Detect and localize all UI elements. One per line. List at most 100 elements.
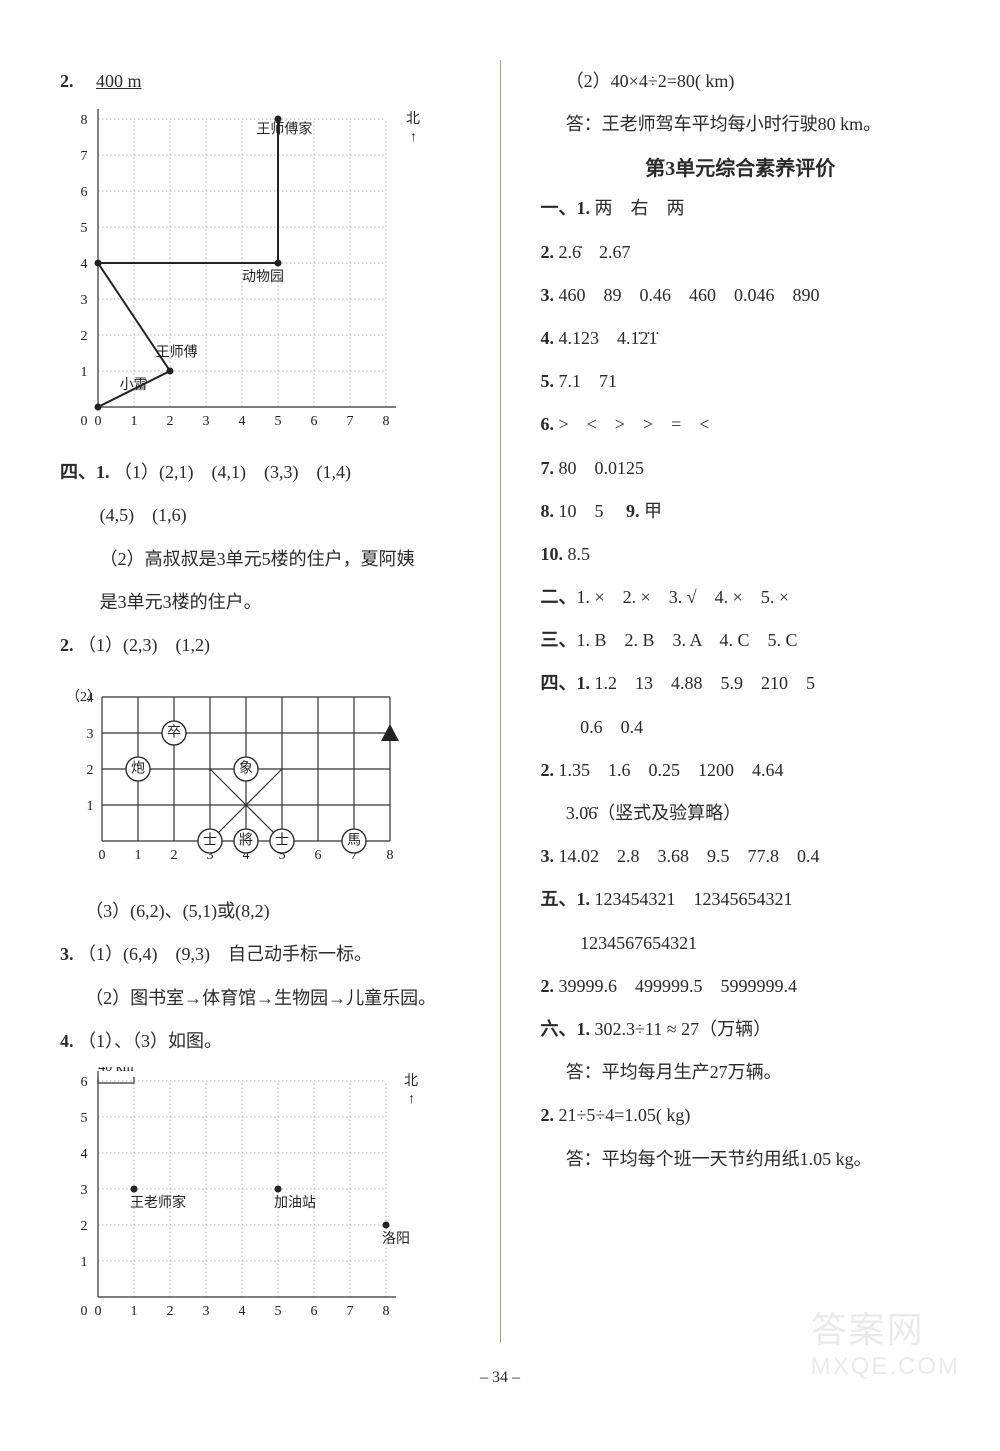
- svg-text:2: 2: [81, 1219, 88, 1234]
- unit3-title: 第3单元综合素养评价: [541, 152, 941, 181]
- svg-text:5: 5: [81, 221, 88, 236]
- svg-text:0: 0: [99, 848, 106, 863]
- svg-text:40 km: 40 km: [98, 1067, 134, 1075]
- yi-7: 7. 80 0.0125: [541, 447, 941, 490]
- si-2-1-text: （1）(2,3) (1,2): [78, 635, 210, 655]
- svg-text:0: 0: [81, 414, 88, 429]
- svg-text:动物园: 动物园: [242, 269, 284, 285]
- si-1-2b: 是3单元3楼的住户。: [60, 581, 460, 624]
- wu-2: 2. 39999.6 499999.5 5999999.4: [541, 965, 941, 1008]
- svg-text:3: 3: [203, 414, 210, 429]
- si-3: 3. （1）(6,4) (9,3) 自己动手标一标。: [60, 933, 460, 976]
- right-column: （2）40×4÷2=80( km) 答：王老师驾车平均每小时行驶80 km。 第…: [541, 60, 941, 1343]
- liu-1b: 答：平均每月生产27万辆。: [541, 1051, 941, 1094]
- si-1-2: （2）高叔叔是3单元5楼的住户，夏阿姨: [60, 538, 460, 581]
- liu-1: 六、1. 302.3÷11 ≈ 27（万辆）: [541, 1008, 941, 1051]
- svg-text:小雷: 小雷: [120, 377, 148, 393]
- si-r-1: 四、1. 1.2 13 4.88 5.9 210 5: [541, 662, 941, 705]
- svg-text:洛阳: 洛阳: [382, 1231, 410, 1247]
- svg-text:5: 5: [275, 414, 282, 429]
- svg-text:0: 0: [81, 1304, 88, 1319]
- si-1-1b: (4,5) (1,6): [60, 494, 460, 537]
- svg-text:1: 1: [81, 1255, 88, 1270]
- svg-text:馬: 馬: [347, 834, 361, 849]
- er: 二、1. × 2. × 3. √ 4. × 5. ×: [541, 576, 941, 619]
- svg-text:5: 5: [81, 1111, 88, 1126]
- svg-text:4: 4: [81, 1147, 88, 1162]
- san: 三、1. B 2. B 3. A 4. C 5. C: [541, 619, 941, 662]
- svg-text:6: 6: [81, 1075, 88, 1090]
- svg-text:3: 3: [203, 1304, 210, 1319]
- svg-text:王师傅: 王师傅: [156, 345, 198, 361]
- svg-text:加油站: 加油站: [274, 1195, 316, 1211]
- yi-1-text: 两 右 两: [595, 198, 685, 218]
- svg-text:2: 2: [171, 848, 178, 863]
- si-1-1-text: （1）(2,1) (4,1) (3,3) (1,4): [114, 462, 351, 482]
- yi-10: 10. 8.5: [541, 533, 941, 576]
- page-root: 2. 400 m 012345678123456780北↑小雷王师傅动物园王师傅…: [0, 0, 1000, 1363]
- svg-text:象: 象: [239, 761, 253, 777]
- svg-text:0: 0: [95, 1304, 102, 1319]
- chart-2-chessboard: （2）1234012345678炮卒象士將士馬: [60, 671, 440, 886]
- svg-text:2: 2: [167, 1304, 174, 1319]
- svg-text:7: 7: [81, 149, 88, 164]
- r-q2: （2）40×4÷2=80( km): [541, 60, 941, 103]
- si-label: 四、: [60, 462, 96, 482]
- yi-2: 2. 2.6̇ 2.67: [541, 231, 941, 274]
- svg-text:4: 4: [81, 257, 88, 272]
- si-1-label: 1.: [96, 462, 110, 482]
- svg-text:6: 6: [311, 414, 318, 429]
- svg-text:2: 2: [167, 414, 174, 429]
- q2-text: 400 m: [78, 71, 142, 91]
- svg-text:0: 0: [95, 414, 102, 429]
- svg-text:北: 北: [404, 1073, 418, 1089]
- r-q2-ans: 答：王老师驾车平均每小时行驶80 km。: [541, 103, 941, 146]
- si-2-3: （3）(6,2)、(5,1)或(8,2): [60, 890, 460, 933]
- wu-1b: 1234567654321: [541, 922, 941, 965]
- yi-3: 3. 460 89 0.46 460 0.046 890: [541, 274, 941, 317]
- svg-text:3: 3: [81, 293, 88, 308]
- svg-text:士: 士: [275, 833, 289, 849]
- svg-text:4: 4: [87, 691, 94, 706]
- svg-text:3: 3: [81, 1183, 88, 1198]
- si-3-label: 3.: [60, 944, 74, 964]
- left-column: 2. 400 m 012345678123456780北↑小雷王师傅动物园王师傅…: [60, 60, 460, 1343]
- svg-text:1: 1: [135, 848, 142, 863]
- si-r-2: 2. 1.35 1.6 0.25 1200 4.64: [541, 749, 941, 792]
- svg-text:8: 8: [81, 113, 88, 128]
- svg-text:6: 6: [81, 185, 88, 200]
- svg-text:1: 1: [131, 1304, 138, 1319]
- si-4-text: （1）、（3）如图。: [78, 1031, 222, 1051]
- si-3-1-text: （1）(6,4) (9,3) 自己动手标一标。: [78, 944, 372, 964]
- yi-4: 4. 4.123 4.1̇2̇1̇: [541, 317, 941, 360]
- liu-2: 2. 21÷5÷4=1.05( kg): [541, 1094, 941, 1137]
- si-r-1b: 0.6 0.4: [541, 706, 941, 749]
- svg-text:將: 將: [239, 833, 253, 849]
- svg-text:8: 8: [387, 848, 394, 863]
- svg-text:6: 6: [315, 848, 322, 863]
- si-1-1: 四、1. （1）(2,1) (4,1) (3,3) (1,4): [60, 451, 460, 494]
- svg-text:王老师家: 王老师家: [130, 1194, 186, 1211]
- si-3-2: （2）图书室→体育馆→生物园→儿童乐园。: [60, 977, 460, 1020]
- si-4: 4. （1）、（3）如图。: [60, 1020, 460, 1063]
- yi-1: 一、1. 两 右 两: [541, 187, 941, 230]
- svg-text:3: 3: [87, 727, 94, 742]
- svg-text:王师傅家: 王师傅家: [256, 121, 312, 138]
- svg-text:1: 1: [81, 365, 88, 380]
- chart-3-map: 40 km0123456781234560北↑王老师家加油站洛阳: [60, 1067, 440, 1339]
- column-divider: [500, 60, 501, 1343]
- svg-text:8: 8: [383, 414, 390, 429]
- q2-400m: 2. 400 m: [60, 60, 460, 103]
- svg-text:4: 4: [239, 414, 246, 429]
- svg-text:卒: 卒: [167, 725, 181, 741]
- svg-text:1: 1: [87, 799, 94, 814]
- svg-text:2: 2: [87, 763, 94, 778]
- chart-1-map: 012345678123456780北↑小雷王师傅动物园王师傅家: [60, 107, 440, 447]
- si-r-3: 3. 14.02 2.8 3.68 9.5 77.8 0.4: [541, 835, 941, 878]
- yi-6: 6. > < > > = <: [541, 403, 941, 446]
- svg-text:1: 1: [131, 414, 138, 429]
- liu-2b: 答：平均每个班一天节约用纸1.05 kg。: [541, 1138, 941, 1181]
- si-r-2b: 3.0̇6̇（竖式及验算略）: [541, 792, 941, 835]
- yi-8-9: 8. 10 5 9. 甲: [541, 490, 941, 533]
- svg-text:北: 北: [406, 111, 420, 127]
